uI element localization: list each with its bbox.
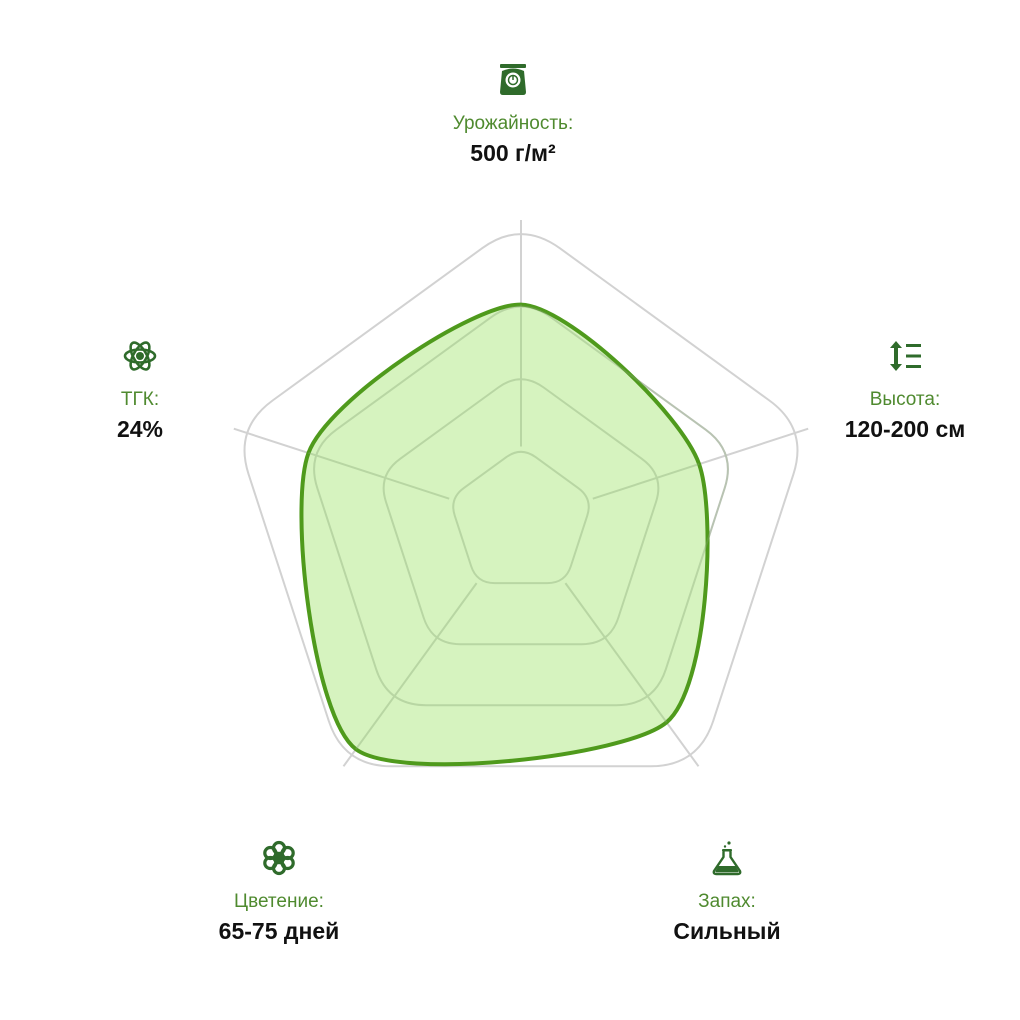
grid-ring-overlay-1 <box>452 450 590 585</box>
height-arrows-icon <box>890 341 921 371</box>
scale-icon <box>500 64 526 95</box>
flask-icon <box>712 841 742 876</box>
spoke-overlay-thc <box>308 451 450 500</box>
grid-ring-overlay-2 <box>382 378 660 646</box>
spoke-overlay-height <box>592 463 700 500</box>
axis-smell: Запах: Сильный <box>607 840 847 946</box>
axis-label-smell: Запах: <box>698 891 756 912</box>
axis-flowering: Цветение: 65-75 дней <box>159 840 399 946</box>
axis-value-height: 120-200 см <box>844 416 966 442</box>
flower-icon <box>263 840 295 876</box>
axis-value-thc: 24% <box>116 416 164 442</box>
grid-ring-overlay-3 <box>313 305 729 707</box>
grid-ring-4 <box>243 233 799 768</box>
axis-label-yield: Урожайность: <box>452 113 574 134</box>
axis-yield: Урожайность: 500 г/м² <box>393 62 633 168</box>
atom-icon <box>123 341 157 371</box>
spoke-overlay-smell <box>564 582 668 723</box>
spoke-overlay-flowering <box>355 582 478 750</box>
axis-label-height: Высота: <box>869 389 941 410</box>
axis-thc: ТГК: 24% <box>20 338 260 444</box>
axis-label-thc: ТГК: <box>120 389 160 410</box>
axis-label-flowering: Цветение: <box>234 891 324 912</box>
radar-series <box>299 302 710 767</box>
axis-height: Высота: 120-200 см <box>785 338 1020 444</box>
grid-overlay <box>308 304 729 750</box>
axis-value-yield: 500 г/м² <box>470 140 556 166</box>
series-area-1 <box>299 302 710 767</box>
axis-value-smell: Сильный <box>673 918 781 944</box>
axis-value-flowering: 65-75 дней <box>218 918 340 944</box>
